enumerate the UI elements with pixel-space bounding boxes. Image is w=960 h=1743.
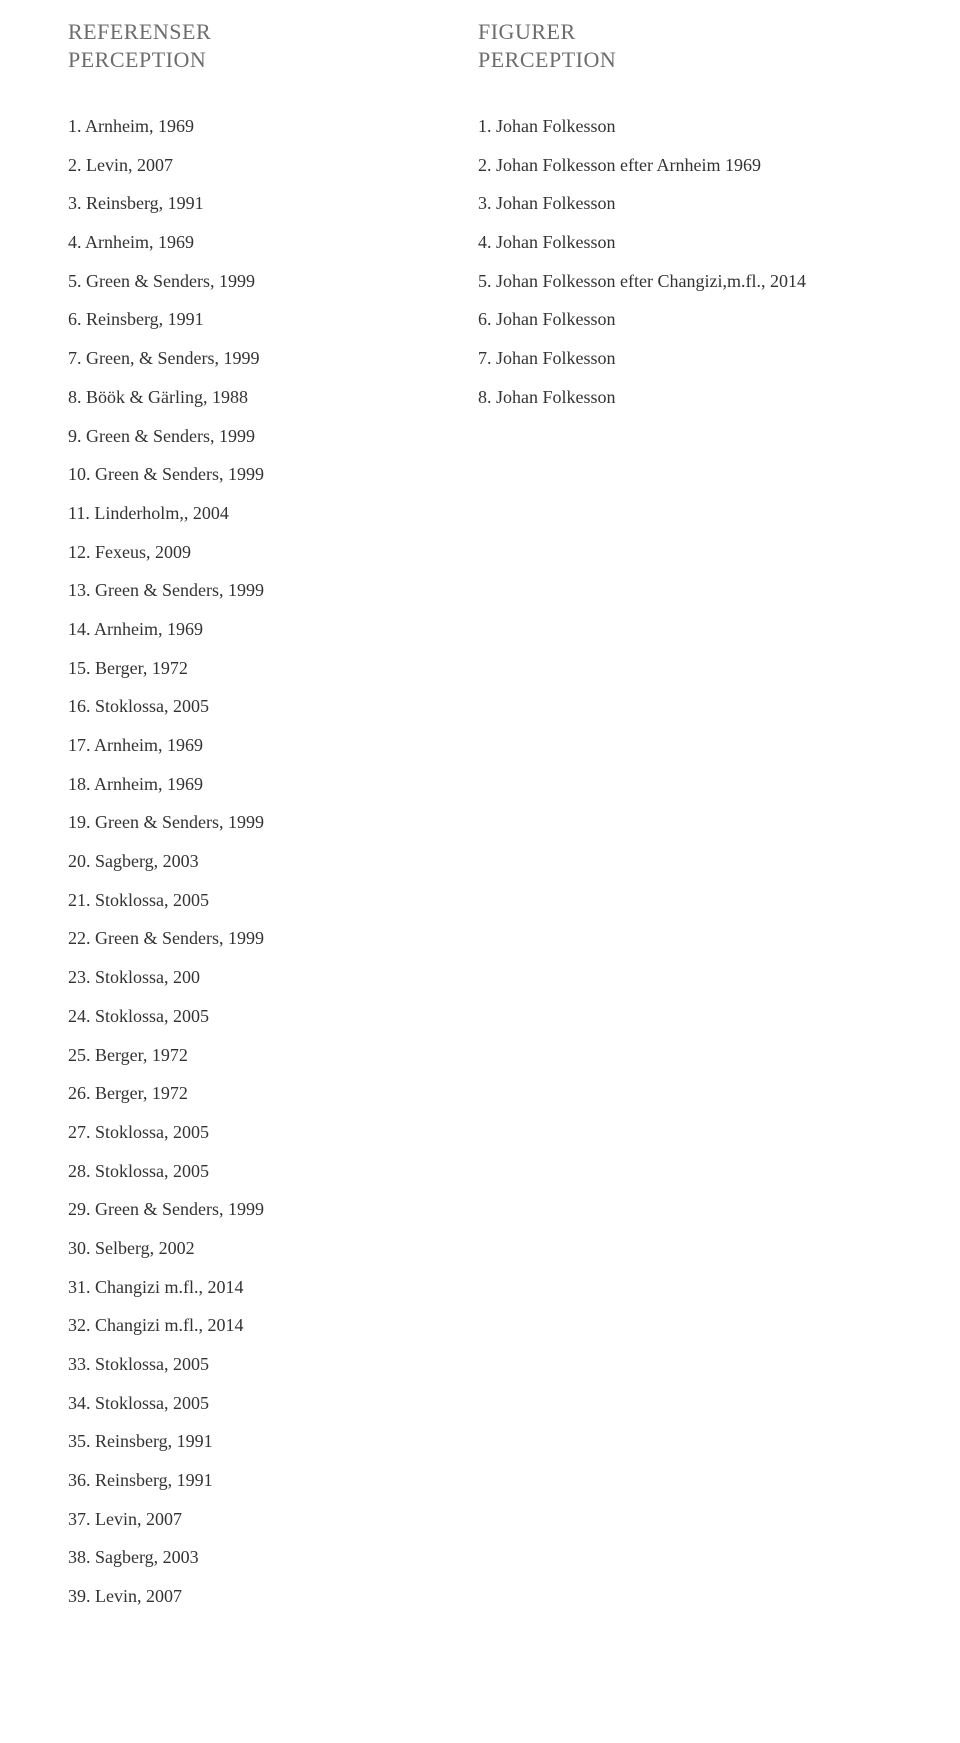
left-list: 1. Arnheim, 19692. Levin, 20073. Reinsbe… — [68, 107, 478, 1616]
left-item: 28. Stoklossa, 2005 — [68, 1152, 478, 1191]
left-item: 21. Stoklossa, 2005 — [68, 881, 478, 920]
left-item: 15. Berger, 1972 — [68, 649, 478, 688]
right-item: 1. Johan Folkesson — [478, 107, 920, 146]
columns-wrapper: REFERENSER PERCEPTION 1. Arnheim, 19692.… — [68, 18, 920, 1616]
right-list: 1. Johan Folkesson2. Johan Folkesson eft… — [478, 107, 920, 417]
left-item: 29. Green & Senders, 1999 — [68, 1190, 478, 1229]
left-item: 31. Changizi m.fl., 2014 — [68, 1268, 478, 1307]
right-heading-line1: FIGURER — [478, 19, 576, 44]
right-item: 2. Johan Folkesson efter Arnheim 1969 — [478, 146, 920, 185]
left-item: 25. Berger, 1972 — [68, 1036, 478, 1075]
left-item: 4. Arnheim, 1969 — [68, 223, 478, 262]
left-item: 22. Green & Senders, 1999 — [68, 919, 478, 958]
left-item: 32. Changizi m.fl., 2014 — [68, 1306, 478, 1345]
right-heading: FIGURER PERCEPTION — [478, 18, 920, 73]
left-item: 35. Reinsberg, 1991 — [68, 1422, 478, 1461]
left-item: 36. Reinsberg, 1991 — [68, 1461, 478, 1500]
right-item: 3. Johan Folkesson — [478, 184, 920, 223]
left-item: 7. Green, & Senders, 1999 — [68, 339, 478, 378]
left-heading-line1: REFERENSER — [68, 19, 211, 44]
left-item: 12. Fexeus, 2009 — [68, 533, 478, 572]
left-item: 37. Levin, 2007 — [68, 1500, 478, 1539]
left-item: 8. Böök & Gärling, 1988 — [68, 378, 478, 417]
left-item: 39. Levin, 2007 — [68, 1577, 478, 1616]
left-item: 30. Selberg, 2002 — [68, 1229, 478, 1268]
left-item: 3. Reinsberg, 1991 — [68, 184, 478, 223]
left-item: 24. Stoklossa, 2005 — [68, 997, 478, 1036]
left-item: 20. Sagberg, 2003 — [68, 842, 478, 881]
left-item: 26. Berger, 1972 — [68, 1074, 478, 1113]
left-item: 38. Sagberg, 2003 — [68, 1538, 478, 1577]
right-item: 4. Johan Folkesson — [478, 223, 920, 262]
left-item: 16. Stoklossa, 2005 — [68, 687, 478, 726]
right-heading-line2: PERCEPTION — [478, 47, 616, 72]
left-item: 23. Stoklossa, 200 — [68, 958, 478, 997]
left-item: 1. Arnheim, 1969 — [68, 107, 478, 146]
left-item: 34. Stoklossa, 2005 — [68, 1384, 478, 1423]
right-item: 7. Johan Folkesson — [478, 339, 920, 378]
page-root: REFERENSER PERCEPTION 1. Arnheim, 19692.… — [0, 0, 960, 1743]
left-column: REFERENSER PERCEPTION 1. Arnheim, 19692.… — [68, 18, 478, 1616]
right-item: 8. Johan Folkesson — [478, 378, 920, 417]
left-item: 19. Green & Senders, 1999 — [68, 803, 478, 842]
left-item: 13. Green & Senders, 1999 — [68, 571, 478, 610]
left-item: 33. Stoklossa, 2005 — [68, 1345, 478, 1384]
right-column: FIGURER PERCEPTION 1. Johan Folkesson2. … — [478, 18, 920, 1616]
left-item: 18. Arnheim, 1969 — [68, 765, 478, 804]
right-item: 6. Johan Folkesson — [478, 300, 920, 339]
left-item: 2. Levin, 2007 — [68, 146, 478, 185]
left-item: 9. Green & Senders, 1999 — [68, 417, 478, 456]
left-heading: REFERENSER PERCEPTION — [68, 18, 478, 73]
left-heading-line2: PERCEPTION — [68, 47, 206, 72]
left-item: 17. Arnheim, 1969 — [68, 726, 478, 765]
left-item: 14. Arnheim, 1969 — [68, 610, 478, 649]
left-item: 5. Green & Senders, 1999 — [68, 262, 478, 301]
right-item: 5. Johan Folkesson efter Changizi,m.fl.,… — [478, 262, 920, 301]
left-item: 10. Green & Senders, 1999 — [68, 455, 478, 494]
left-item: 27. Stoklossa, 2005 — [68, 1113, 478, 1152]
left-item: 6. Reinsberg, 1991 — [68, 300, 478, 339]
left-item: 11. Linderholm,, 2004 — [68, 494, 478, 533]
